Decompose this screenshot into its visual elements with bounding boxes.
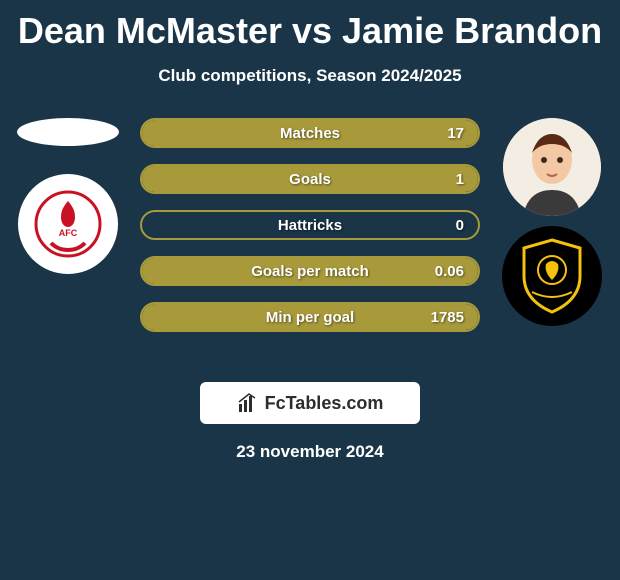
right-player-column — [492, 118, 612, 326]
stat-bar: Hattricks0 — [140, 210, 480, 240]
stats-area: AFC Matches17 Goals1 — [0, 118, 620, 368]
stat-label: Goals per match — [142, 258, 478, 284]
stat-bar: Goals per match0.06 — [140, 256, 480, 286]
stat-label: Goals — [142, 166, 478, 192]
subtitle: Club competitions, Season 2024/2025 — [0, 66, 620, 86]
stat-bar: Goals1 — [140, 164, 480, 194]
page-title: Dean McMaster vs Jamie Brandon — [0, 0, 620, 52]
stat-value-right: 17 — [447, 120, 464, 146]
stat-value-right: 1785 — [431, 304, 464, 330]
brand-text: FcTables.com — [265, 393, 384, 414]
right-club-crest-icon — [502, 226, 602, 326]
stat-bar: Matches17 — [140, 118, 480, 148]
stat-label: Min per goal — [142, 304, 478, 330]
left-player-silhouette-icon — [17, 118, 119, 146]
stat-value-right: 1 — [456, 166, 464, 192]
date-text: 23 november 2024 — [0, 442, 620, 462]
left-club-crest-icon: AFC — [18, 174, 118, 274]
left-player-column: AFC — [8, 118, 128, 274]
stat-bar: Min per goal1785 — [140, 302, 480, 332]
stat-value-right: 0.06 — [435, 258, 464, 284]
stat-label: Matches — [142, 120, 478, 146]
svg-text:AFC: AFC — [59, 228, 78, 238]
right-player-avatar-icon — [503, 118, 601, 216]
stat-value-right: 0 — [456, 212, 464, 238]
brand-logo: FcTables.com — [200, 382, 420, 424]
stat-bars: Matches17 Goals1 Hattricks0 Goals per match… — [140, 118, 480, 348]
chart-icon — [237, 392, 259, 414]
stat-label: Hattricks — [142, 212, 478, 238]
